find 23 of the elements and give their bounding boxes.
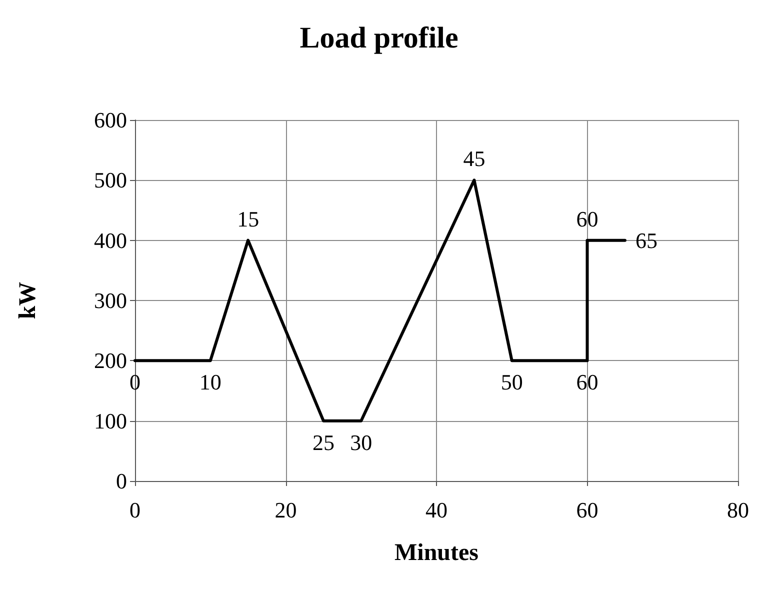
y-axis-title: kW: [15, 282, 41, 320]
annotation: 60: [576, 370, 598, 395]
y-tick-label: 0: [116, 468, 127, 494]
x-axis-title: Minutes: [394, 540, 478, 566]
y-tick-label: 200: [94, 348, 127, 374]
annotation: 45: [463, 146, 486, 172]
y-tick-label: 100: [94, 408, 127, 434]
annotation: 50: [500, 370, 523, 395]
y-tick-label: 400: [94, 228, 127, 253]
x-tick-label: 40: [426, 498, 448, 522]
chart-title: Load profile: [300, 22, 458, 54]
annotation: 25: [312, 430, 334, 455]
x-tick-label: 60: [576, 498, 598, 522]
x-tick-label: 80: [727, 498, 749, 522]
annotation: 10: [199, 370, 222, 395]
y-tick-label: 600: [94, 108, 127, 132]
annotation: 65: [635, 228, 658, 253]
annotation: 15: [237, 206, 260, 232]
x-tick-label: 20: [274, 498, 297, 522]
y-tick-label: 500: [94, 168, 127, 193]
annotation: 30: [350, 430, 372, 455]
annotation: 60: [576, 206, 598, 232]
y-tick-label: 300: [94, 288, 127, 313]
